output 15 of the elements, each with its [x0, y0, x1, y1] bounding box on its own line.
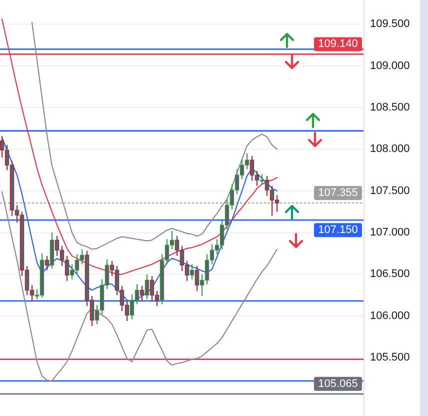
- y-tick-label: 108.500: [370, 101, 410, 114]
- ref-line-label: 105.065: [318, 378, 358, 390]
- ref-line-label: 107.355: [318, 186, 358, 199]
- y-tick-label: 106.500: [370, 268, 410, 280]
- y-tick-label: 108.000: [370, 143, 410, 156]
- y-tick-label: 105.500: [370, 352, 410, 364]
- ref-line-label: 107.150: [318, 224, 358, 236]
- y-tick-label: 107.500: [370, 184, 410, 197]
- line-series: [1, 191, 278, 382]
- y-tick-label: 106.000: [370, 310, 410, 322]
- y-tick-label: 109.500: [370, 18, 410, 30]
- y-tick-label: 107.000: [370, 226, 410, 238]
- line-series: [31, 22, 278, 250]
- ref-line-label: 109.140: [318, 38, 358, 50]
- y-tick-label: 109.000: [370, 60, 410, 72]
